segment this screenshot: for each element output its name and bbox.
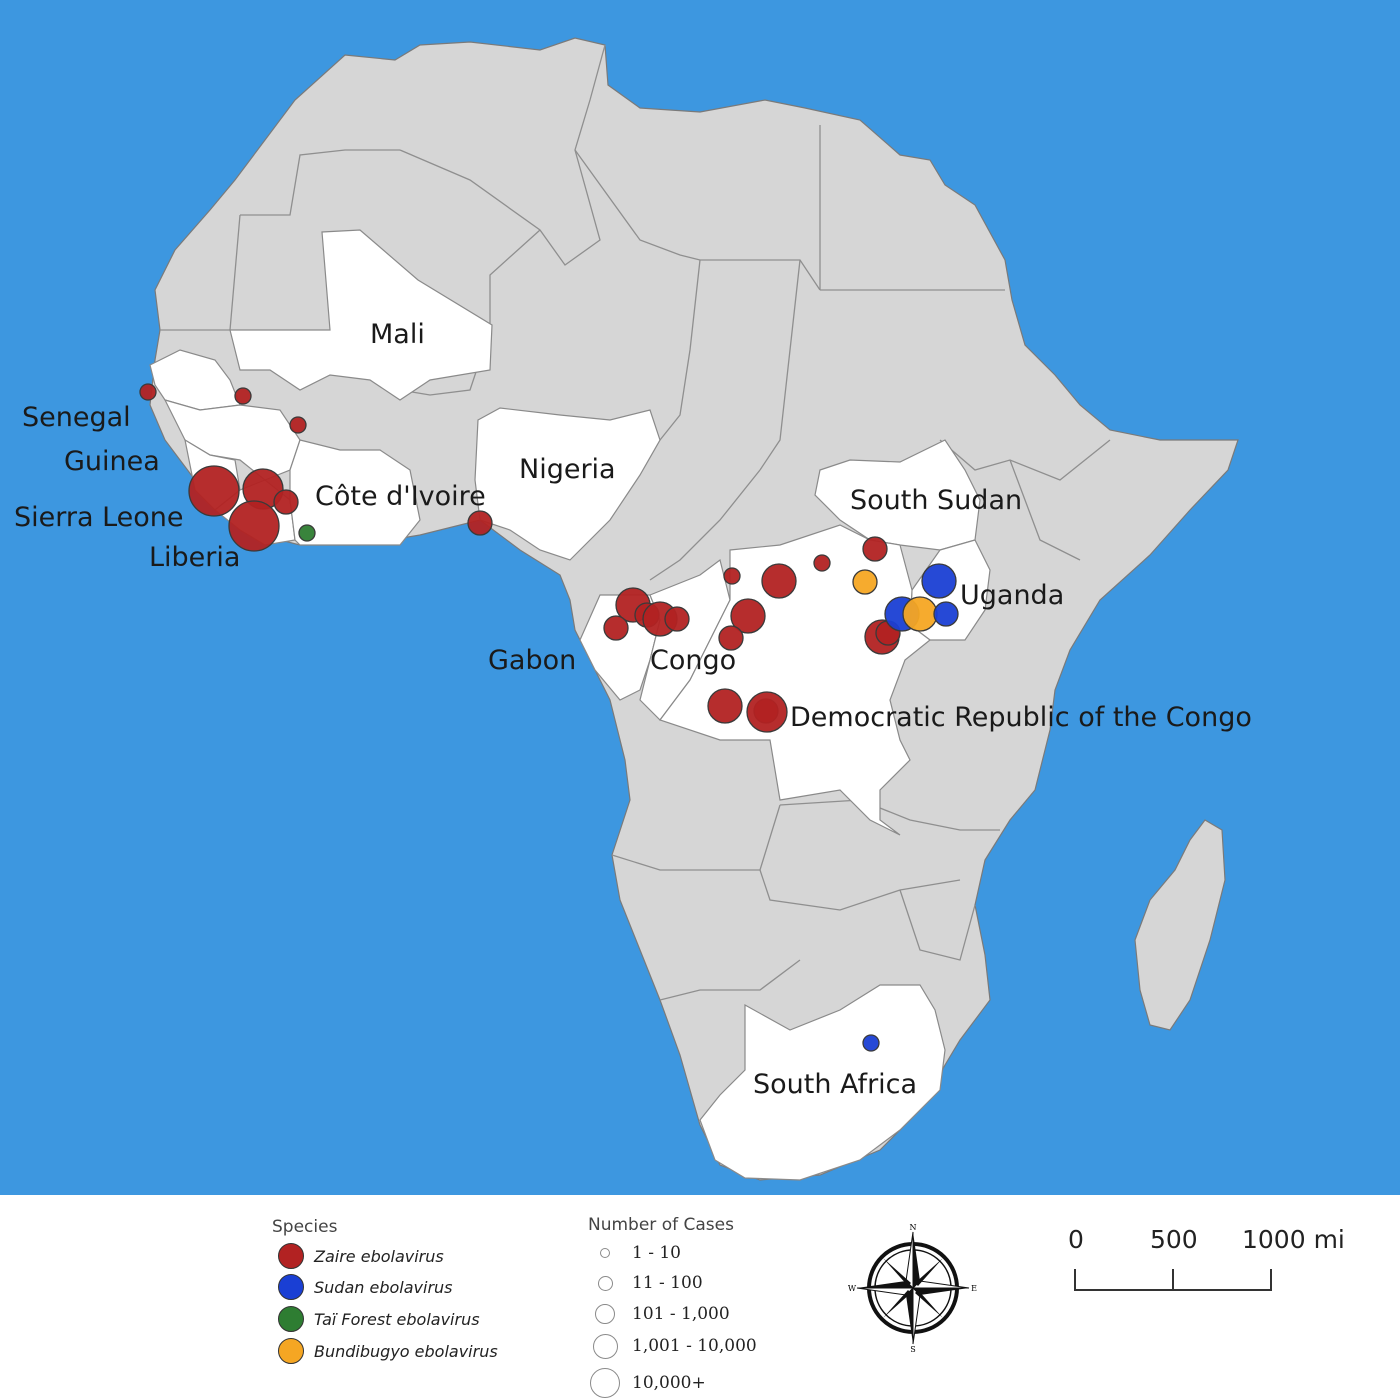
country-south-africa [699,984,946,1181]
case-size-label: 101 - 1,000 [632,1304,730,1324]
compass-e: E [971,1284,977,1293]
country-drc [659,524,931,836]
outbreak-marker-zaire [813,554,831,572]
species-legend-item: Bundibugyo ebolavirus [278,1337,498,1365]
country-cote-divoire [289,439,421,546]
outbreak-marker-bundibugyo [852,569,878,595]
compass-w: W [848,1284,857,1293]
case-size-item: 10,000+ [588,1368,706,1398]
outbreak-marker-zaire [723,567,741,585]
label-liberia: Liberia [149,542,240,573]
case-size-label: 1 - 10 [632,1243,681,1263]
case-size-item: 1 - 10 [588,1238,681,1268]
africa-map: Mali Senegal Guinea Sierra Leone Liberia… [0,0,1400,1195]
case-size-label: 1,001 - 10,000 [632,1336,757,1356]
compass-n: N [910,1223,917,1232]
species-label: Sudan ebolavirus [314,1277,453,1297]
madagascar-island [1134,819,1226,1031]
scale-tick [1270,1269,1272,1291]
species-swatch-sudan [278,1274,304,1300]
outbreak-marker-zaire [234,387,252,405]
outbreak-marker-zaire [188,465,240,517]
label-drc: Democratic Republic of the Congo [790,702,1252,733]
label-sierra-leone: Sierra Leone [14,502,184,533]
outbreak-marker-bundibugyo [902,596,938,632]
label-guinea: Guinea [64,446,160,477]
case-size-circle [600,1248,610,1258]
outbreak-marker-zaire [289,416,307,434]
species-label: Zaire ebolavirus [314,1246,444,1266]
compass-rose-icon: N S E W [848,1223,977,1353]
label-south-africa: South Africa [753,1069,917,1100]
label-south-sudan: South Sudan [850,485,1022,516]
outbreak-marker-zaire [664,606,690,632]
case-size-circle [597,1275,613,1291]
outbreak-marker-tai_forest [298,524,316,542]
map-legend: Species Zaire ebolavirus Sudan ebolaviru… [0,1195,1400,1400]
outbreak-marker-zaire [746,691,788,733]
case-size-item: 1,001 - 10,000 [588,1331,757,1361]
compass-s: S [910,1345,915,1353]
species-legend-title: Species [272,1217,338,1237]
case-size-circle [595,1304,615,1324]
label-mali: Mali [370,319,425,350]
outbreak-marker-zaire [139,383,157,401]
scale-label-1000: 1000 mi [1242,1225,1345,1254]
scale-label-500: 500 [1150,1225,1198,1254]
outbreak-marker-zaire [761,563,797,599]
outbreak-marker-sudan [862,1034,880,1052]
case-size-item: 101 - 1,000 [588,1299,730,1329]
country-borders [160,44,1111,1001]
case-size-circle [592,1333,618,1359]
scale-label-0: 0 [1068,1225,1084,1254]
scale-tick [1172,1269,1174,1291]
label-senegal: Senegal [22,402,131,433]
species-swatch-zaire [278,1243,304,1269]
outbreak-marker-sudan [933,601,959,627]
case-size-label: 11 - 100 [632,1273,703,1293]
outbreak-marker-zaire [707,688,743,724]
country-labels: Mali Senegal Guinea Sierra Leone Liberia… [14,319,1252,1100]
cases-legend-title: Number of Cases [588,1215,734,1235]
case-size-circle [590,1368,620,1398]
case-size-item: 11 - 100 [588,1268,703,1298]
outbreak-marker-sudan [921,563,957,599]
species-legend-item: Zaire ebolavirus [278,1242,444,1270]
outbreak-marker-zaire [730,598,766,634]
country-mali [229,229,493,401]
scale-line [1074,1289,1272,1291]
outbreak-marker-zaire [228,500,280,552]
label-cote-divoire: Côte d'Ivoire [315,481,486,512]
species-legend-item: Sudan ebolavirus [278,1273,453,1301]
species-label: Bundibugyo ebolavirus [314,1341,498,1361]
species-label: Taï Forest ebolavirus [314,1309,480,1329]
case-size-label: 10,000+ [632,1373,706,1393]
label-congo: Congo [650,645,736,676]
outbreak-marker-zaire [467,510,493,536]
outbreak-marker-zaire [603,615,629,641]
label-nigeria: Nigeria [519,454,616,485]
outbreak-marker-zaire [862,536,888,562]
outbreak-marker-zaire [273,489,299,515]
outbreak-marker-zaire [718,625,744,651]
scale-bar: 0 500 1000 mi [1050,1225,1350,1305]
label-uganda: Uganda [960,580,1064,611]
species-swatch-bundibugyo [278,1338,304,1364]
scale-tick [1074,1269,1076,1291]
species-legend-item: Taï Forest ebolavirus [278,1305,480,1333]
label-gabon: Gabon [488,645,576,676]
outbreak-markers [139,383,959,1052]
species-swatch-tai-forest [278,1306,304,1332]
